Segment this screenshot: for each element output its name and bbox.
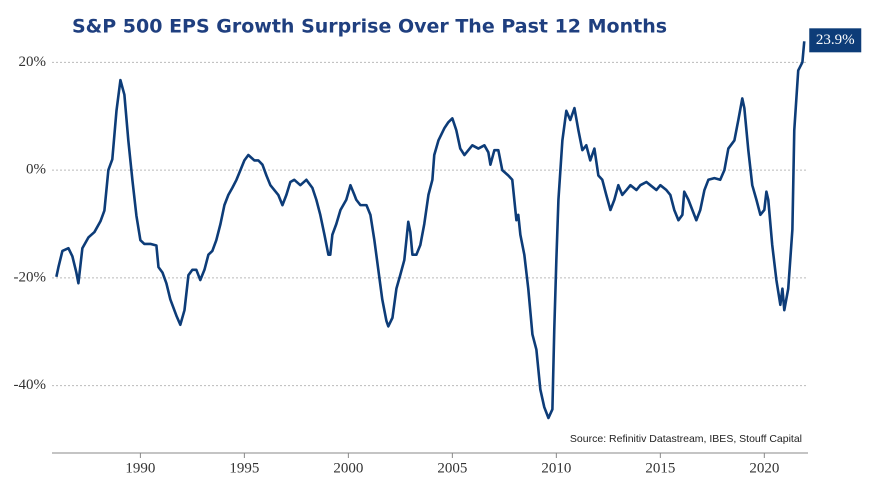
- y-tick-label: 0%: [26, 162, 46, 178]
- x-tick-label: 2015: [645, 460, 675, 476]
- end-label: 23.9%: [816, 32, 855, 48]
- x-tick-label: 2000: [333, 460, 363, 476]
- x-tick-label: 2020: [749, 460, 779, 476]
- source-note: Source: Refinitiv Datastream, IBES, Stou…: [570, 433, 802, 445]
- data-line: [55, 41, 806, 420]
- x-tick-label: 1990: [125, 460, 155, 476]
- y-tick-label: 20%: [19, 54, 47, 70]
- y-tick-label: -20%: [14, 269, 47, 285]
- end-label-box: [809, 28, 862, 53]
- x-tick-label: 1995: [229, 460, 259, 476]
- y-tick-label: -40%: [14, 377, 47, 393]
- x-tick-label: 2010: [541, 460, 571, 476]
- x-tick-label: 2005: [437, 460, 467, 476]
- chart-title: S&P 500 EPS Growth Surprise Over The Pas…: [72, 16, 667, 38]
